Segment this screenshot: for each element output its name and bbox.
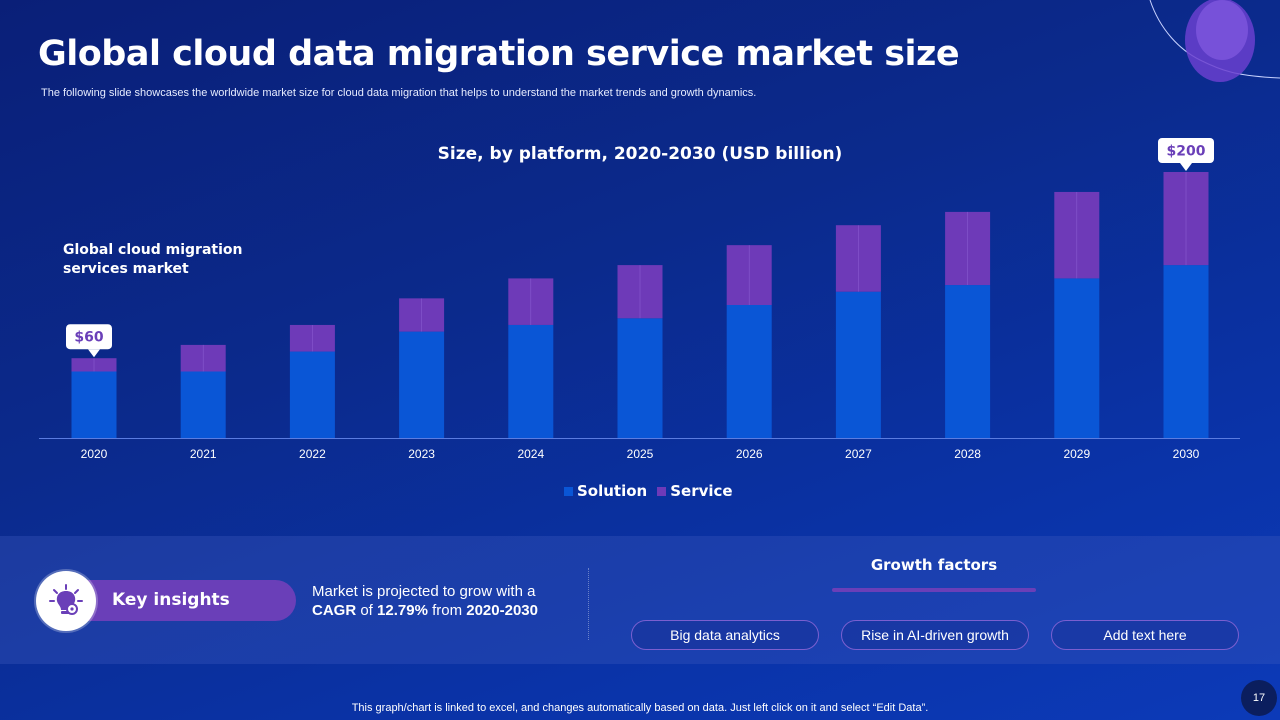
footer-note: This graph/chart is linked to excel, and…: [351, 702, 929, 714]
key-insights-pill: [58, 580, 296, 621]
legend-swatch-solution: [564, 486, 573, 496]
callout-box-2020: [66, 324, 112, 350]
section-divider: [588, 568, 589, 640]
insight-from: from: [432, 602, 463, 619]
callout-label-2020: $60: [74, 330, 103, 346]
callout-pointer-2030: [1180, 163, 1192, 171]
callout-label-2030: $200: [1167, 144, 1206, 160]
x-tick-label-2027: 2027: [845, 447, 872, 461]
growth-factor-add-text[interactable]: Add text here: [1051, 620, 1239, 650]
key-insights-text: Market is projected to grow with a CAGR …: [312, 582, 538, 620]
callout-pointer-2020: [88, 349, 100, 358]
bar-solution-2020: [71, 371, 117, 438]
growth-factor-big-data[interactable]: Big data analytics: [631, 620, 819, 650]
chart-title: Size, by platform, 2020-2030 (USD billio…: [437, 144, 843, 164]
legend-label-service: Service: [670, 482, 733, 500]
stacked-bar-chart[interactable]: 2020 2021 2022 2023 2024 2025 2026 2027 2028 2029…: [0, 0, 1280, 480]
bar-solution-2022: [289, 351, 335, 438]
insight-of: of: [360, 602, 373, 619]
x-tick-label-2020: 2020: [81, 447, 108, 461]
key-insights-label: Key insights: [112, 590, 230, 610]
bar-solution-2028: [945, 285, 991, 438]
growth-factors-underline: [832, 588, 1036, 592]
x-tick-label-2029: 2029: [1063, 447, 1090, 461]
market-label: Global cloud migration services market: [63, 242, 243, 277]
decorative-bulb-shape: [1149, 0, 1280, 82]
bar-solution-2027: [835, 291, 881, 438]
x-tick-label-2025: 2025: [627, 447, 654, 461]
legend-swatch-service: [657, 486, 667, 496]
x-tick-label-2023: 2023: [408, 447, 435, 461]
x-tick-label-2022: 2022: [299, 447, 326, 461]
callout-box-2030: [1158, 138, 1214, 163]
x-tick-label-2026: 2026: [736, 447, 763, 461]
bar-solution-2024: [508, 324, 554, 438]
insight-cagr-label: CAGR: [312, 602, 357, 619]
bar-solution-2023: [399, 331, 445, 438]
lightbulb-gear-icon: [36, 571, 96, 631]
bar-solution-2029: [1054, 278, 1100, 438]
x-tick-label-2028: 2028: [954, 447, 981, 461]
x-tick-label-2030: 2030: [1173, 447, 1200, 461]
bar-solution-2026: [726, 305, 772, 438]
bar-solution-2030: [1163, 265, 1209, 438]
insight-cagr-value: 12.79%: [377, 602, 428, 619]
chart-legend: Solution Service: [564, 482, 733, 500]
legend-item-service: Service: [657, 482, 733, 500]
bar-solution-2021: [180, 371, 226, 438]
growth-factors-title: Growth factors: [870, 556, 998, 574]
page-subtitle: The following slide showcases the worldw…: [41, 87, 757, 99]
insight-period: 2020-2030: [466, 602, 538, 619]
bar-solution-2025: [617, 318, 663, 438]
legend-item-solution: Solution: [564, 482, 647, 500]
growth-factor-ai-growth[interactable]: Rise in AI-driven growth: [841, 620, 1029, 650]
x-tick-label-2024: 2024: [517, 447, 544, 461]
insight-text-part1: Market is projected to grow with a: [312, 583, 536, 600]
page-title: Global cloud data migration service mark…: [38, 34, 960, 74]
page-number: 17: [1241, 680, 1277, 716]
legend-label-solution: Solution: [577, 482, 648, 500]
x-tick-label-2021: 2021: [190, 447, 217, 461]
